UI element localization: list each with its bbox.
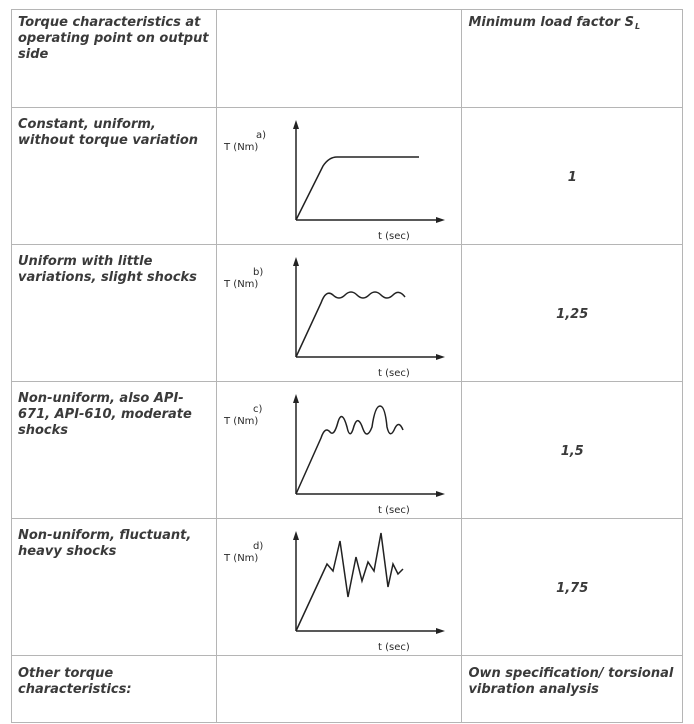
graph-y-label: T (Nm) [223,416,258,427]
x-axis-arrow-icon [435,491,445,497]
table-row: Non-uniform, fluctuant, heavy shocks d) … [11,518,683,656]
row-description: Constant, uniform, without torque variat… [11,107,217,245]
torque-graph-b: b) T (Nm) t (sec) [223,257,445,379]
torque-graph-a: a) T (Nm) t (sec) [223,120,445,242]
header-load-factor-subscript: L [634,22,641,31]
header-characteristics: Torque characteristics at operating poin… [11,9,217,108]
y-axis-arrow-icon [292,394,299,403]
table-header-row: Torque characteristics at operating poin… [11,9,683,108]
graph-letter: b) [253,267,263,278]
table-footer-row: Other torque characteristics: Own specif… [11,655,683,723]
y-axis-arrow-icon [292,531,299,540]
graph-y-label: T (Nm) [223,279,258,290]
graph-x-label: t (sec) [378,505,410,516]
load-factor-value: 1,5 [560,444,584,459]
graph-cell: c) T (Nm) t (sec) [215,381,463,519]
graph-y-label: T (Nm) [223,142,258,153]
load-factor-value: 1,25 [556,307,589,322]
header-load-factor-label: Minimum load factor S [468,15,634,30]
table-row: Uniform with little variations, slight s… [11,244,683,382]
torque-curve [295,532,404,632]
graph-x-label: t (sec) [378,642,410,653]
header-load-factor: Minimum load factor SL [461,9,683,108]
torque-graph-c: c) T (Nm) t (sec) [223,394,445,516]
load-factor-value: 1 [567,170,577,185]
row-description: Uniform with little variations, slight s… [11,244,217,382]
graph-letter: d) [253,541,263,552]
row-description: Non-uniform, also API-671, API-610, mode… [11,381,217,519]
torque-curve [295,405,404,495]
graph-cell: a) T (Nm) t (sec) [215,107,463,245]
footer-graph [215,655,463,723]
y-axis-arrow-icon [292,257,299,266]
footer-load-factor: Own specification/ torsional vibration a… [461,655,683,723]
graph-letter: a) [256,130,266,141]
torque-curve [295,156,419,221]
table-row: Non-uniform, also API-671, API-610, mode… [11,381,683,519]
footer-description: Other torque characteristics: [11,655,217,723]
load-factor: 1,75 [461,518,683,656]
x-axis-arrow-icon [435,217,445,223]
table-row: Constant, uniform, without torque variat… [11,107,683,245]
load-factor-value: 1,75 [556,581,589,596]
row-description: Non-uniform, fluctuant, heavy shocks [11,518,217,656]
torque-curve [295,291,406,358]
graph-x-label: t (sec) [378,231,410,242]
y-axis-arrow-icon [292,120,299,129]
load-factor: 1,25 [461,244,683,382]
graph-x-label: t (sec) [378,368,410,379]
graph-letter: c) [253,404,262,415]
x-axis-arrow-icon [435,354,445,360]
x-axis-arrow-icon [435,628,445,634]
torque-graph-d: d) T (Nm) t (sec) [223,531,445,653]
load-factor: 1 [461,107,683,245]
graph-cell: b) T (Nm) t (sec) [215,244,463,382]
header-graph [215,9,463,108]
graph-cell: d) T (Nm) t (sec) [215,518,463,656]
load-factor-table: Torque characteristics at operating poin… [11,9,683,723]
graph-y-label: T (Nm) [223,553,258,564]
load-factor: 1,5 [461,381,683,519]
